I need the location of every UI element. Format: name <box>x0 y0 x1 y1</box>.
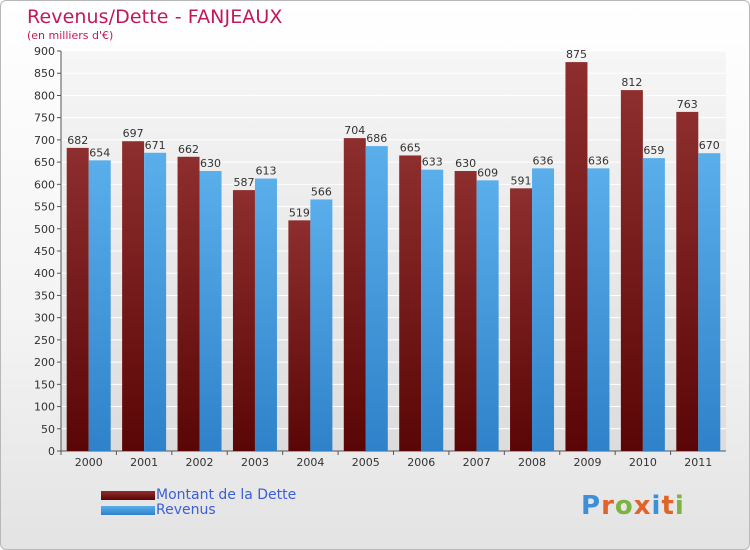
data-label-revenus: 671 <box>145 139 166 152</box>
data-label-revenus: 659 <box>643 144 664 157</box>
bar-dette <box>288 220 311 451</box>
y-tick-label: 0 <box>48 445 55 458</box>
y-tick-label: 650 <box>34 156 55 169</box>
data-label-dette: 662 <box>178 143 199 156</box>
x-tick-label: 2005 <box>352 456 380 469</box>
data-label-dette: 812 <box>621 76 642 89</box>
logo-letter: x <box>633 491 652 521</box>
chart-title: Revenus/Dette - FANJEAUX <box>27 6 283 28</box>
bar-revenus <box>365 146 388 451</box>
data-label-revenus: 636 <box>533 154 554 167</box>
data-label-dette: 682 <box>67 134 88 147</box>
bar-dette <box>177 156 200 451</box>
bar-revenus <box>476 180 499 452</box>
bar-revenus <box>310 199 333 451</box>
chart-subtitle: (en milliers d'€) <box>27 29 114 42</box>
y-tick-label: 700 <box>34 134 55 147</box>
data-label-revenus: 566 <box>311 185 332 198</box>
data-label-dette: 697 <box>123 127 144 140</box>
bar-dette <box>676 111 699 451</box>
data-label-dette: 519 <box>289 206 310 219</box>
y-tick-label: 850 <box>34 67 55 80</box>
data-label-revenus: 686 <box>366 132 387 145</box>
bar-dette <box>66 147 89 451</box>
y-tick-label: 150 <box>34 378 55 391</box>
data-label-revenus: 609 <box>477 166 498 179</box>
bar-revenus <box>698 153 721 451</box>
bar-revenus <box>144 152 167 451</box>
bar-revenus <box>421 169 444 451</box>
x-tick-label: 2002 <box>186 456 214 469</box>
data-label-dette: 591 <box>511 174 532 187</box>
y-tick-label: 500 <box>34 223 55 236</box>
y-tick-label: 550 <box>34 201 55 214</box>
data-label-dette: 875 <box>566 48 587 61</box>
data-label-revenus: 633 <box>422 156 443 169</box>
bar-revenus <box>254 178 277 452</box>
x-tick-label: 2009 <box>573 456 601 469</box>
bar-dette <box>620 90 643 451</box>
y-tick-label: 600 <box>34 178 55 191</box>
bar-dette <box>565 62 588 451</box>
logo-letter: t <box>661 491 675 521</box>
y-tick-label: 50 <box>41 423 55 436</box>
y-tick-label: 900 <box>34 45 55 58</box>
bar-revenus <box>642 158 665 451</box>
proxiti-logo: Proxiti <box>581 491 685 521</box>
y-tick-label: 800 <box>34 89 55 102</box>
data-label-revenus: 670 <box>699 139 720 152</box>
logo-letter: i <box>651 491 662 521</box>
data-label-dette: 587 <box>233 176 254 189</box>
x-tick-label: 2008 <box>518 456 546 469</box>
y-tick-label: 350 <box>34 289 55 302</box>
data-label-revenus: 630 <box>200 157 221 170</box>
bar-revenus <box>88 160 111 452</box>
y-tick-label: 100 <box>34 401 55 414</box>
bar-dette <box>232 190 255 451</box>
bar-revenus <box>532 168 555 452</box>
bar-revenus <box>199 171 222 451</box>
bar-dette <box>343 138 366 451</box>
y-tick-label: 250 <box>34 334 55 347</box>
y-tick-label: 450 <box>34 245 55 258</box>
y-tick-label: 750 <box>34 112 55 125</box>
y-tick-label: 300 <box>34 312 55 325</box>
x-tick-label: 2001 <box>130 456 158 469</box>
logo-letter: i <box>674 491 685 521</box>
logo-letter: r <box>601 491 615 521</box>
legend-label-revenus: Revenus <box>156 502 216 518</box>
logo-letter: o <box>614 491 634 521</box>
legend-swatch-dette <box>101 491 155 500</box>
data-label-dette: 665 <box>400 141 421 154</box>
bar-dette <box>510 188 533 452</box>
data-label-dette: 630 <box>455 157 476 170</box>
data-label-revenus: 636 <box>588 154 609 167</box>
bar-dette <box>122 141 145 451</box>
y-tick-label: 400 <box>34 267 55 280</box>
x-tick-label: 2004 <box>296 456 324 469</box>
data-label-revenus: 654 <box>89 146 110 159</box>
x-tick-label: 2011 <box>684 456 712 469</box>
x-tick-label: 2003 <box>241 456 269 469</box>
data-label-revenus: 613 <box>255 165 276 178</box>
data-label-dette: 704 <box>344 124 365 137</box>
bar-dette <box>399 155 422 451</box>
bar-dette <box>454 171 477 451</box>
x-tick-label: 2006 <box>407 456 435 469</box>
x-tick-label: 2007 <box>463 456 491 469</box>
legend-swatch-revenus <box>101 506 155 515</box>
x-tick-label: 2000 <box>75 456 103 469</box>
y-tick-label: 200 <box>34 356 55 369</box>
logo-letter: P <box>581 491 602 521</box>
data-label-dette: 763 <box>677 98 698 111</box>
legend-label-dette: Montant de la Dette <box>156 487 297 503</box>
x-tick-label: 2010 <box>629 456 657 469</box>
bar-revenus <box>587 168 610 452</box>
